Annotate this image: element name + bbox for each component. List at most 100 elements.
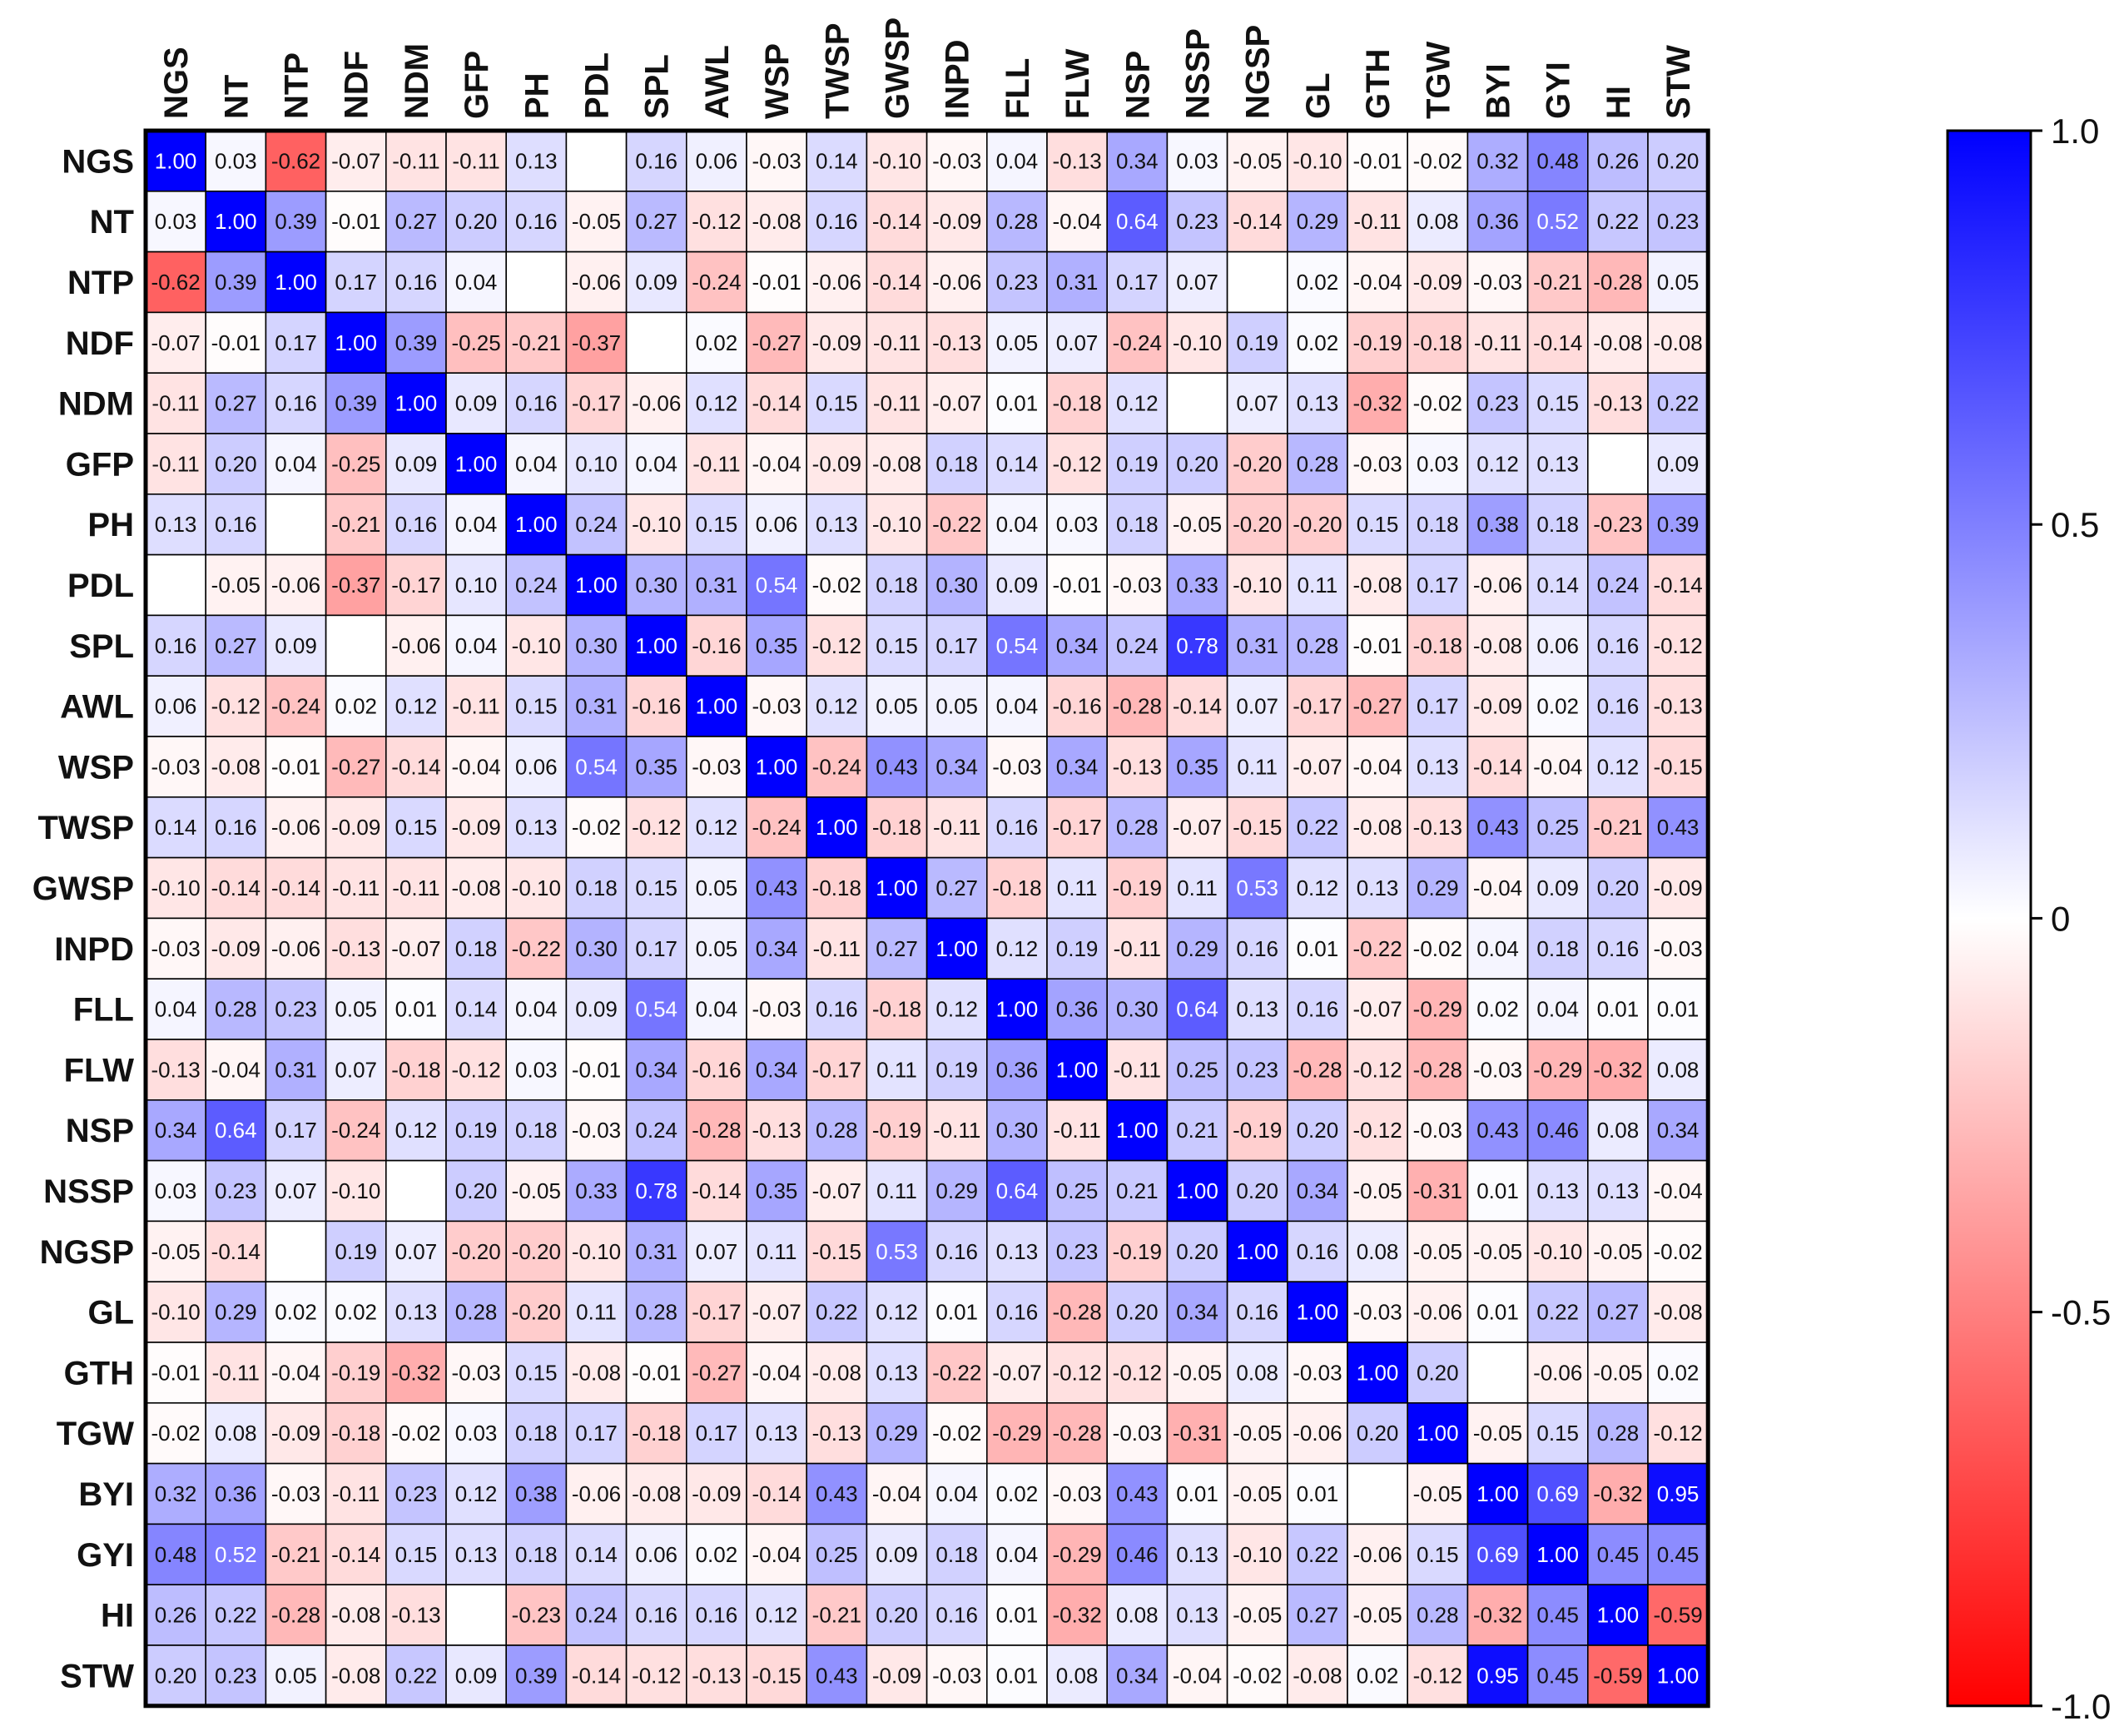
cell-value-label: -0.22 <box>932 1360 981 1385</box>
cell-value-label: 0.23 <box>996 270 1039 295</box>
heatmap-cell <box>806 1523 868 1586</box>
heatmap-cell <box>205 1644 267 1707</box>
cell-value-label: 0.11 <box>876 1057 917 1082</box>
cell-value-label: 0.05 <box>935 694 978 719</box>
cell-value-label: 0.19 <box>1116 451 1159 476</box>
cell-value-label: 0.13 <box>1176 1603 1218 1628</box>
cell-value-label: 0.27 <box>876 936 918 961</box>
cell-value-label: 0.22 <box>816 1300 858 1325</box>
cell-value-label: 0.09 <box>455 1663 498 1688</box>
cell-value-label: 1.00 <box>816 815 858 840</box>
cell-value-label: -0.01 <box>1052 573 1101 598</box>
cell-value-label: -0.31 <box>1173 1421 1222 1446</box>
cell-value-label: 0.14 <box>575 1542 618 1567</box>
heatmap-cell <box>1647 250 1709 314</box>
cell-value-label: 0.18 <box>515 1421 558 1446</box>
cell-value-label: -0.02 <box>1653 1239 1702 1264</box>
column-labels: NGS NT NTP NDF NDM GFP PH PDL SPL AWL WSP TWSP GWSP I… <box>158 17 1697 119</box>
cell-value-label: -0.11 <box>873 391 921 416</box>
cell-value-label: 0.29 <box>215 1300 257 1325</box>
heatmap-cell <box>505 978 568 1040</box>
cell-value-label: 1.00 <box>1597 1603 1640 1628</box>
cell-value-label: 0.69 <box>1476 1542 1519 1567</box>
heatmap-cell <box>1046 250 1108 314</box>
cell-value-label: -0.59 <box>1593 1663 1642 1688</box>
cell-value-label: 0.04 <box>455 633 498 658</box>
heatmap-cell <box>625 311 687 374</box>
cell-value-label: -0.05 <box>1413 1239 1462 1264</box>
cell-value-label: 0.32 <box>155 1481 197 1506</box>
cell-value-label: 0.03 <box>515 1057 558 1082</box>
cell-value-label: -0.14 <box>271 875 320 900</box>
heatmap-cell <box>1526 1644 1589 1707</box>
cell-value-label: -0.08 <box>211 754 261 779</box>
heatmap-cell <box>445 493 507 556</box>
cell-value-label: 0.34 <box>1056 754 1099 779</box>
cell-value-label: -0.14 <box>872 209 921 234</box>
column-label: FLW <box>1059 48 1096 119</box>
cell-value-label: 0.16 <box>515 391 558 416</box>
cell-value-label: 0.31 <box>635 1239 677 1264</box>
heatmap-cell <box>925 1584 988 1646</box>
cell-value-label: 0.03 <box>155 209 197 234</box>
heatmap-border <box>143 128 1710 1709</box>
cell-value-label: 0.13 <box>1297 391 1339 416</box>
cell-value-label: -0.03 <box>151 754 200 779</box>
cell-value-label: 0.78 <box>1176 633 1218 658</box>
cell-value-label: 0.20 <box>1597 875 1640 900</box>
cell-value-label: -0.17 <box>692 1300 741 1325</box>
heatmap-cell <box>625 250 687 314</box>
cell-value-label: 0.06 <box>155 694 197 719</box>
cell-value-label: -0.19 <box>331 1360 380 1385</box>
heatmap-cell <box>265 1281 327 1343</box>
cell-value-label: -0.10 <box>151 1300 200 1325</box>
column-label: PH <box>519 72 555 119</box>
cell-value-label: 0.06 <box>515 754 558 779</box>
cell-value-label: -0.07 <box>992 1360 1041 1385</box>
cell-value-label: -0.62 <box>151 270 200 295</box>
heatmap-cell <box>925 1099 988 1162</box>
cell-value-label: -0.18 <box>872 997 921 1022</box>
heatmap-cell <box>1587 1523 1649 1586</box>
cell-value-label: 0.04 <box>515 451 558 476</box>
cell-value-label: 0.35 <box>756 1178 798 1203</box>
heatmap-cell <box>746 493 807 556</box>
heatmap-cell <box>1587 796 1649 859</box>
cell-value-label: 0.13 <box>155 512 197 537</box>
cell-value-label: 0.48 <box>1536 148 1579 173</box>
cell-value-label: 0.27 <box>1297 1603 1339 1628</box>
cell-value-label: -0.15 <box>812 1239 861 1264</box>
row-label: GFP <box>66 446 134 483</box>
cell-value-label: 0.16 <box>1236 936 1278 961</box>
heatmap-cell <box>1226 1220 1288 1283</box>
heatmap-cell <box>565 736 628 798</box>
cell-value-label: -0.14 <box>1233 209 1282 234</box>
cell-value-label: 0.02 <box>1357 1663 1399 1688</box>
cell-value-label: 0.12 <box>816 694 858 719</box>
column-label: GWSP <box>880 17 916 119</box>
cell-value-label: 0.16 <box>215 512 257 537</box>
cell-value-label: -0.12 <box>1113 1360 1162 1385</box>
heatmap-cell <box>746 917 807 980</box>
cell-value-label: 0.39 <box>395 330 438 355</box>
row-label: NGSP <box>40 1234 134 1271</box>
cell-value-label: 0.19 <box>935 1057 978 1082</box>
heatmap-cell <box>746 1281 807 1343</box>
heatmap-cell <box>866 1523 928 1586</box>
cell-value-label: -0.09 <box>1653 875 1702 900</box>
heatmap-cell <box>565 1462 628 1525</box>
cell-value-label: 0.20 <box>1297 1118 1339 1143</box>
heatmap-cell <box>1287 372 1348 434</box>
cell-value-label: -0.22 <box>1352 936 1402 961</box>
heatmap-cell <box>1647 796 1709 859</box>
cell-value-label: 0.43 <box>756 875 798 900</box>
heatmap-cell <box>1046 372 1108 434</box>
heatmap-cell <box>205 493 267 556</box>
cell-value-label: -0.03 <box>1352 451 1402 476</box>
row-label: TGW <box>57 1416 135 1452</box>
cell-value-label: 0.24 <box>515 573 558 598</box>
cell-value-label: 0.03 <box>1056 512 1099 537</box>
cell-value-label: -0.03 <box>271 1481 320 1506</box>
heatmap-cell <box>265 1220 327 1283</box>
cell-value-label: 0.17 <box>275 1118 317 1143</box>
